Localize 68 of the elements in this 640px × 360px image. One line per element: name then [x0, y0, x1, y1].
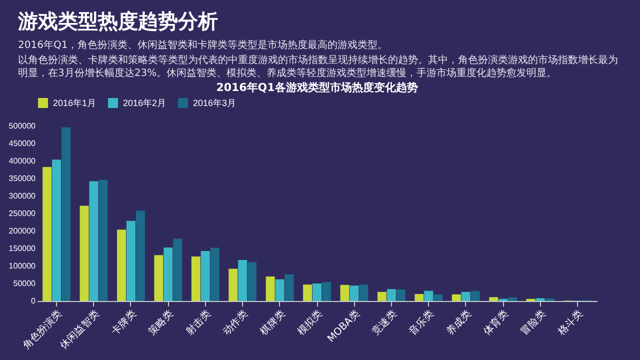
x-tick-label: 策略类	[146, 308, 176, 338]
legend-label: 2016年3月	[193, 98, 236, 108]
x-tick-label: 养成类	[444, 308, 474, 338]
bar	[424, 290, 434, 301]
bar	[377, 292, 386, 301]
x-tick-label: 动作类	[220, 308, 250, 338]
text: 以角色扮演类、卡牌类和策略类等类型为代表的中重度游戏的市场指数呈现持续增长的趋势。其中，角色扮演类游戏的市场指数增长最为明显，在3月份增长幅度达23%。休闲益智类、模拟类、养成类等轻度游戏类型增速缓慢，手游市场重度化趋势愈发明显。	[18, 54, 619, 80]
bar	[434, 294, 443, 301]
x-tick-label: 格斗类	[554, 308, 586, 338]
chart-subtitle: 2016年Q1，角色扮演类、休闲益智类和卡牌类等类型是市场热度最高的游戏类型。	[18, 39, 389, 52]
y-tick-label: 250000	[8, 209, 36, 218]
bar	[80, 206, 89, 301]
y-tick-label: 450000	[8, 139, 36, 148]
bar	[200, 250, 210, 301]
bar	[248, 262, 257, 301]
y-tick-label: 300000	[8, 192, 36, 200]
y-tick-label: 0	[31, 296, 36, 306]
legend-label: 2016年2月	[123, 98, 166, 108]
bar	[210, 248, 220, 301]
bar	[414, 294, 424, 301]
bar	[126, 220, 136, 301]
bar	[284, 274, 294, 301]
bar	[136, 210, 145, 301]
bar	[117, 230, 126, 301]
x-tick-label: 模拟类	[295, 308, 325, 338]
legend-label: 2016年1月	[53, 98, 96, 108]
bar	[452, 294, 461, 301]
bar	[98, 180, 108, 301]
x-tick-label: 竞速类	[370, 308, 400, 338]
bar	[52, 160, 62, 301]
bar	[461, 292, 470, 301]
bar	[340, 284, 350, 301]
y-tick-label: 50000	[13, 279, 36, 288]
bar	[62, 127, 70, 301]
bar	[89, 181, 98, 301]
y-tick-label: 400000	[8, 156, 36, 166]
bar	[42, 166, 52, 301]
y-tick-label: 350000	[8, 174, 36, 183]
y-tick-label: 500000	[8, 122, 36, 130]
bar	[359, 284, 368, 301]
bar	[228, 268, 238, 301]
x-tick-label: 冒险类	[518, 308, 548, 338]
bar	[322, 282, 331, 301]
chart-title: 游戏类型热度趋势分析	[16, 8, 219, 35]
y-tick-label: 150000	[8, 244, 36, 253]
bar	[266, 276, 275, 301]
bar	[238, 260, 248, 301]
bar	[154, 255, 164, 301]
bar	[470, 290, 480, 301]
bar	[303, 284, 312, 301]
x-tick-label: 体育类	[481, 308, 511, 338]
x-tick-label: 射击类	[183, 308, 214, 338]
bar	[164, 247, 173, 301]
y-tick-label: 100000	[8, 262, 36, 270]
x-tick-label: 棋牌类	[258, 308, 288, 338]
bar	[312, 284, 322, 301]
bar	[350, 286, 359, 301]
x-tick-label: 音乐类	[406, 308, 436, 338]
bar	[191, 256, 200, 301]
bar	[489, 297, 498, 301]
bar	[536, 298, 545, 301]
bar	[396, 289, 406, 301]
bar	[386, 289, 396, 301]
bar	[275, 279, 284, 301]
y-tick-label: 200000	[8, 226, 36, 236]
bar	[508, 298, 517, 301]
bar	[173, 238, 182, 301]
x-tick-label: 卡牌类	[109, 308, 139, 338]
